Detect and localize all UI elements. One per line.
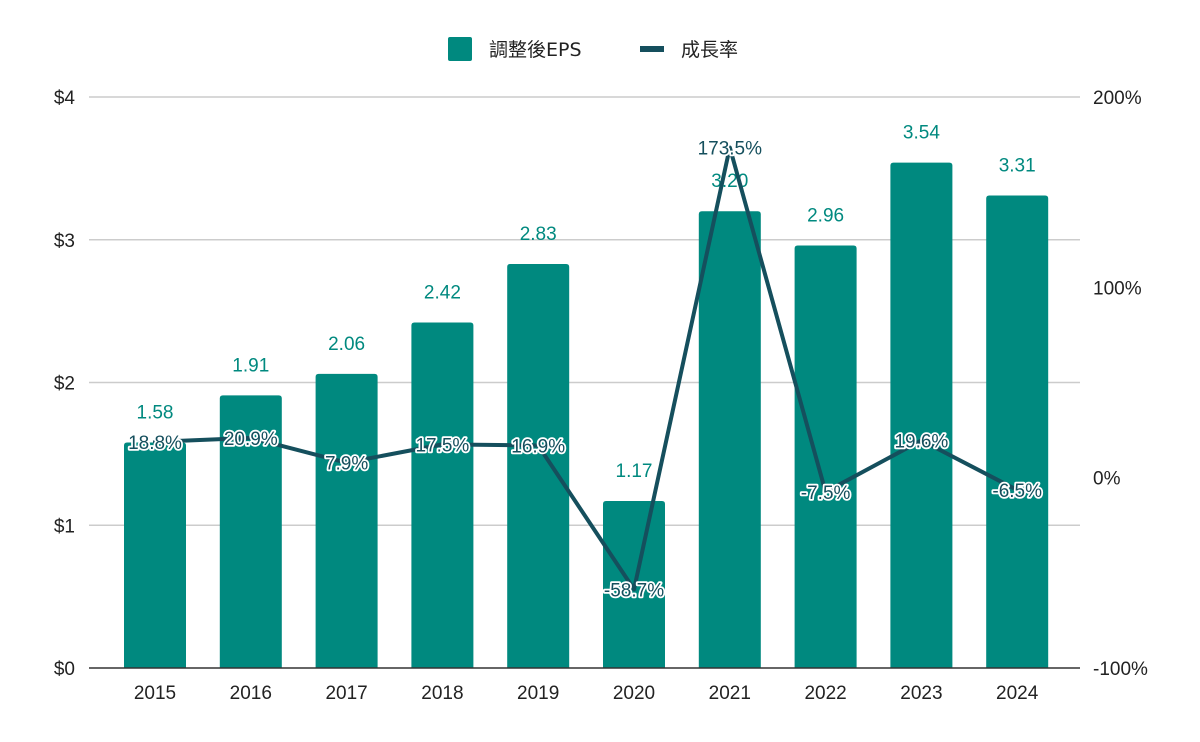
- line-data-label: 16.9%: [511, 437, 565, 458]
- line-point-2023: [919, 438, 923, 442]
- bar-2018: [411, 322, 474, 668]
- bar-2024: [986, 195, 1049, 668]
- line-point-2016: [249, 436, 253, 440]
- line-data-label: 18.8%: [128, 433, 182, 454]
- left-tick-label: $2: [54, 374, 75, 395]
- left-tick-label: $3: [54, 231, 75, 252]
- bar-data-label: 1.58: [137, 402, 174, 423]
- legend: 調整後EPS 成長率: [448, 37, 738, 61]
- x-tick-label: 2020: [613, 683, 655, 704]
- x-tick-label: 2017: [325, 683, 367, 704]
- left-tick-label: $1: [54, 516, 75, 537]
- bar-data-label: 2.06: [328, 334, 365, 355]
- right-tick-label: -100%: [1093, 659, 1148, 680]
- x-tick-label: 2023: [900, 683, 942, 704]
- bar-data-label: 1.91: [232, 355, 269, 376]
- bar-data-label: 2.96: [807, 205, 844, 226]
- line-point-2017: [345, 461, 349, 465]
- legend-bar-swatch: [448, 37, 472, 61]
- line-series: [153, 145, 1020, 592]
- growth-rate-line: [153, 145, 1020, 592]
- line-data-label: 19.6%: [894, 431, 948, 452]
- right-tick-label: 200%: [1093, 88, 1142, 109]
- x-tick-label: 2022: [804, 683, 846, 704]
- line-point-2018: [440, 442, 444, 446]
- line-data-label: -6.5%: [992, 481, 1042, 502]
- bar-data-label: 1.17: [616, 461, 653, 482]
- bar-2016: [219, 395, 282, 668]
- bar-2023: [890, 162, 953, 669]
- x-axis-labels: 2015 2016 2017 2018 2019 2020 2021 2022 2023 2024: [134, 683, 1039, 704]
- bar-2019: [507, 264, 570, 668]
- line-point-2015: [153, 440, 157, 444]
- line-data-label: 7.9%: [325, 454, 368, 475]
- line-data-labels: 18.8% 20.9% 7.9% 17.5% 16.9% -58.7% 173.5% -7.5…: [126, 137, 1044, 603]
- x-tick-label: 2024: [996, 683, 1039, 704]
- x-tick-label: 2016: [230, 683, 272, 704]
- right-axis: -100% 0% 100% 200%: [1093, 88, 1148, 680]
- left-tick-label: $4: [54, 88, 76, 109]
- right-tick-label: 0%: [1093, 469, 1121, 490]
- line-data-label: -58.7%: [604, 580, 664, 601]
- bar-data-label: 3.31: [999, 155, 1036, 176]
- bar-data-labels: 1.581.912.062.422.831.173.202.963.543.31: [137, 123, 1036, 482]
- line-point-2019: [536, 444, 540, 448]
- line-point-2020: [632, 587, 636, 591]
- left-tick-label: $0: [54, 659, 75, 680]
- line-data-label: 20.9%: [224, 429, 278, 450]
- line-data-label: 17.5%: [415, 435, 469, 456]
- legend-label-growth: 成長率: [681, 39, 738, 61]
- x-tick-label: 2019: [517, 683, 559, 704]
- x-tick-label: 2015: [134, 683, 176, 704]
- line-data-label: -7.5%: [801, 483, 851, 504]
- bar-2015: [124, 442, 186, 668]
- bar-data-label: 2.42: [424, 283, 461, 304]
- x-tick-label: 2021: [709, 683, 751, 704]
- bar-2017: [315, 373, 378, 668]
- bar-series: [124, 162, 1049, 669]
- line-point-2022: [824, 490, 828, 494]
- legend-line-swatch: [640, 46, 664, 52]
- legend-label-eps: 調整後EPS: [489, 39, 582, 61]
- bar-data-label: 2.83: [520, 224, 557, 245]
- x-tick-label: 2018: [421, 683, 463, 704]
- left-axis: $0 $1 $2 $3 $4: [54, 88, 76, 680]
- bar-2021: [698, 211, 761, 668]
- line-data-label: 173.5%: [698, 138, 763, 159]
- right-tick-label: 100%: [1093, 278, 1142, 299]
- bar-data-label: 3.54: [903, 123, 940, 144]
- bar-2022: [794, 245, 857, 668]
- line-point-2021: [728, 145, 732, 149]
- line-point-2024: [1015, 488, 1019, 492]
